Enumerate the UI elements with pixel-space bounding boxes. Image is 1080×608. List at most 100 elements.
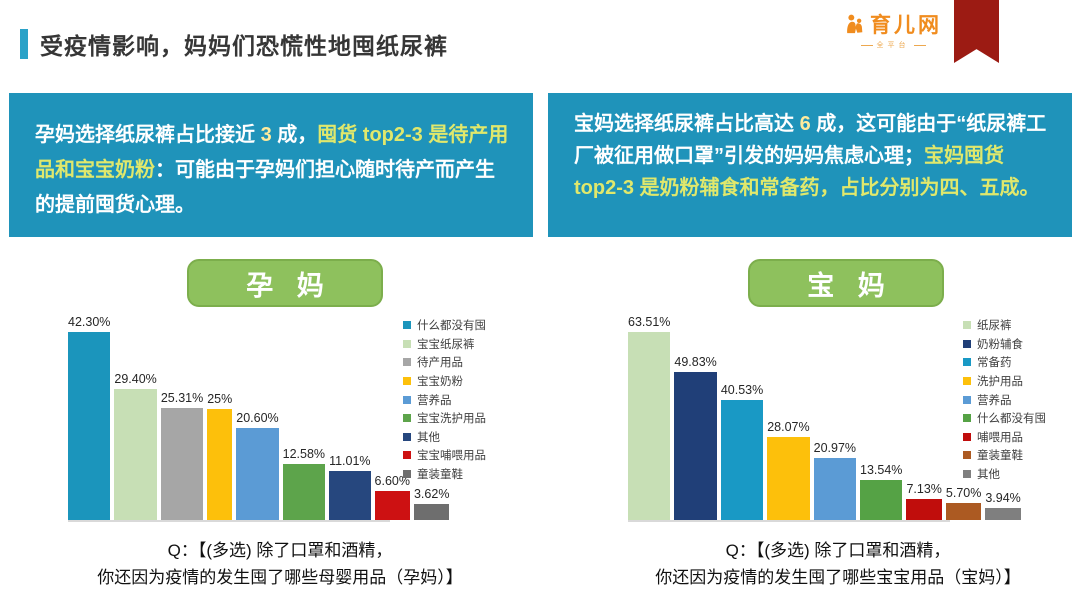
bar-宝宝哺喂用品: 6.60% <box>374 312 410 520</box>
bar-rect <box>236 428 279 520</box>
insight-text-segment: ：可能由于孕妈们担心随时待产而产生的提前囤货心理。 <box>35 159 495 216</box>
legend-label: 营养品 <box>977 394 1012 407</box>
legend-label: 什么都没有囤 <box>977 413 1046 426</box>
legend-swatch <box>963 395 971 404</box>
legend-swatch <box>963 339 971 348</box>
bar-常备药: 40.53% <box>720 312 764 520</box>
bar-rect <box>160 408 204 520</box>
insight-text-segment: 成， <box>271 124 318 146</box>
bar-rect <box>628 332 671 520</box>
bar-rect <box>860 480 903 520</box>
bar-童装童鞋: 3.62% <box>413 312 450 520</box>
bar-rect <box>906 499 942 520</box>
legend-swatch <box>403 358 411 367</box>
legend-label: 其他 <box>977 469 1000 482</box>
bar-value-label: 28.07% <box>767 420 810 434</box>
insight-text-segment: 成，这可能由于“纸尿裤工厂被征用做口罩”引发的妈妈焦虑心理； <box>574 113 1047 167</box>
legend-item-童装童鞋: 童装童鞋 <box>403 465 486 484</box>
legend-label: 洗护用品 <box>977 376 1023 389</box>
bar-rect <box>413 504 450 520</box>
bar-value-label: 25.31% <box>160 391 204 405</box>
legend-label: 其他 <box>417 431 440 444</box>
legend-label: 常备药 <box>977 357 1012 370</box>
page-title: 受疫情影响，妈妈们恐慌性地囤纸尿裤 <box>40 33 448 59</box>
bar-待产用品: 25.31% <box>160 312 204 520</box>
legend-item-什么都没有囤: 什么都没有囤 <box>963 409 1046 428</box>
bar-营养品: 20.60% <box>236 312 279 520</box>
legend-swatch <box>963 414 971 423</box>
legend-label: 纸尿裤 <box>977 320 1012 333</box>
logo-subtext-row: 全平台 <box>844 40 942 50</box>
bar-哺喂用品: 7.13% <box>906 312 942 520</box>
bar-宝宝纸尿裤: 29.40% <box>114 312 157 520</box>
legend-label: 宝宝奶粉 <box>417 376 463 389</box>
bar-value-label: 20.97% <box>813 441 857 455</box>
legend-label: 营养品 <box>417 394 452 407</box>
legend-item-纸尿裤: 纸尿裤 <box>963 316 1046 335</box>
chart-title-pill-baby-mom: 宝 妈 <box>748 259 944 307</box>
chart-section-pregnant-mom: 孕 妈 42.30% 29.40% 25.31% 25% 20.60% 12.58% 11.… <box>0 259 540 591</box>
bar-rect <box>329 471 371 520</box>
parent-child-logo-icon <box>847 14 863 34</box>
legend-item-洗护用品: 洗护用品 <box>963 372 1046 391</box>
bar-value-label: 63.51% <box>628 315 671 329</box>
bar-什么都没有囤: 13.54% <box>860 312 903 520</box>
bar-rect <box>720 400 764 520</box>
insight-text-segment: 6 <box>799 113 811 135</box>
legend-swatch <box>403 377 411 386</box>
legend-swatch <box>963 432 971 441</box>
chart-body: 42.30% 29.40% 25.31% 25% 20.60% 12.58% 11.01% 6… <box>0 312 540 522</box>
legend-label: 宝宝洗护用品 <box>417 413 486 426</box>
bar-value-label: 3.94% <box>985 491 1021 505</box>
bar-value-label: 7.13% <box>906 482 942 496</box>
title-row: 受疫情影响，妈妈们恐慌性地囤纸尿裤 <box>20 27 448 61</box>
legend-item-营养品: 营养品 <box>963 390 1046 409</box>
bar-rect <box>985 508 1021 520</box>
bar-奶粉辅食: 49.83% <box>674 312 717 520</box>
legend-item-奶粉辅食: 奶粉辅食 <box>963 335 1046 354</box>
bar-洗护用品: 28.07% <box>767 312 810 520</box>
bar-童装童鞋: 5.70% <box>945 312 982 520</box>
legend-label: 什么都没有囤 <box>417 320 486 333</box>
legend-swatch <box>963 470 971 479</box>
caption-line-1: Q：【(多选) 除了口罩和酒精， <box>725 541 951 560</box>
legend-label: 宝宝纸尿裤 <box>417 338 475 351</box>
insight-text-segment: 3 <box>260 124 272 146</box>
bar-宝宝洗护用品: 12.58% <box>282 312 326 520</box>
legend-swatch <box>403 432 411 441</box>
bar-营养品: 20.97% <box>813 312 857 520</box>
bar-rect <box>282 464 326 520</box>
title-accent-bar <box>20 29 28 59</box>
slide-header: 受疫情影响，妈妈们恐慌性地囤纸尿裤 育儿网 全平台 <box>0 0 1080 93</box>
chart-title-pill-pregnant-mom: 孕 妈 <box>187 259 383 307</box>
insight-text-segment: 宝妈选择纸尿裤占比高达 <box>574 113 800 135</box>
logo-subtext: 全平台 <box>876 42 910 49</box>
legend-label: 宝宝哺喂用品 <box>417 450 486 463</box>
legend-item-其他: 其他 <box>403 428 486 447</box>
legend-item-待产用品: 待产用品 <box>403 353 486 372</box>
legend-swatch <box>963 377 971 386</box>
legend-label: 待产用品 <box>417 357 463 370</box>
legend-swatch <box>403 451 411 460</box>
legend-swatch <box>403 339 411 348</box>
bar-其他: 3.94% <box>985 312 1021 520</box>
bar-其他: 11.01% <box>329 312 371 520</box>
bar-value-label: 3.62% <box>413 487 450 501</box>
bar-value-label: 6.60% <box>374 474 410 488</box>
bar-rect <box>813 458 857 520</box>
insight-text-segment: 孕妈选择纸尿裤占比接近 <box>35 124 261 146</box>
bar-什么都没有囤: 42.30% <box>68 312 111 520</box>
survey-question-caption: Q：【(多选) 除了口罩和酒精， 你还因为疫情的发生囤了哪些宝宝用品（宝妈）】 <box>568 537 1080 591</box>
legend-item-营养品: 营养品 <box>403 390 486 409</box>
legend-label: 童装童鞋 <box>977 450 1023 463</box>
legend-pregnant-mom: 什么都没有囤 宝宝纸尿裤待产用品宝宝奶粉营养品宝宝洗护用品 其他宝宝哺喂用品童装童鞋 <box>403 312 486 483</box>
legend-item-宝宝奶粉: 宝宝奶粉 <box>403 372 486 391</box>
legend-item-哺喂用品: 哺喂用品 <box>963 428 1046 447</box>
legend-label: 奶粉辅食 <box>977 338 1023 351</box>
bar-value-label: 13.54% <box>860 463 903 477</box>
bar-纸尿裤: 63.51% <box>628 312 671 520</box>
legend-item-童装童鞋: 童装童鞋 <box>963 446 1046 465</box>
legend-baby-mom: 纸尿裤奶粉辅食常备药洗护用品营养品什么都没有囤哺喂用品童装童鞋其他 <box>963 312 1046 483</box>
logo-text: 育儿网 <box>870 14 942 37</box>
